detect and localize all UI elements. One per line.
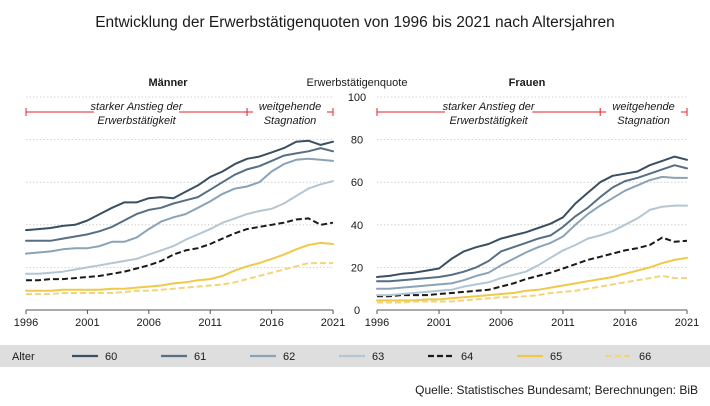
legend-label-61: 61 (194, 351, 206, 363)
panel-frauen: 1996 2001 2006 2011 2016 2021 starker Anstieg … (365, 96, 699, 329)
y-axis-label: Erwerbstätigenquote (307, 77, 408, 89)
phase-label-bg (94, 98, 180, 132)
x-tick-label: 2001 (75, 317, 99, 329)
source-note: Quelle: Statistisches Bundesamt; Berechn… (415, 383, 698, 397)
legend-label-60: 60 (105, 351, 117, 363)
y-axis-ticks: 0 20 40 60 80 100 (348, 92, 366, 317)
series-line-frauen-66 (377, 274, 687, 304)
x-tick-label: 2016 (259, 317, 283, 329)
x-tick-label: 2011 (551, 317, 575, 329)
series-line-maenner-60 (25, 139, 334, 232)
y-tick-label: 20 (351, 262, 363, 274)
x-tick-label: 1996 (365, 317, 389, 329)
series-line-frauen-63 (376, 204, 688, 297)
series-line-frauen-65 (376, 256, 688, 302)
series-line-maenner-64 (26, 217, 334, 282)
legend: 60 61 62 63 64 65 66 (72, 351, 651, 363)
x-tick-label: 2016 (613, 317, 637, 329)
phase1-label: starker Anstieg der (91, 101, 184, 113)
series-line-frauen-60 (376, 155, 688, 278)
series-line-maenner-62 (25, 157, 334, 255)
series-line-maenner-61 (25, 147, 334, 242)
y-tick-label: 100 (348, 92, 366, 104)
panel-maenner: 1996 2001 2006 2011 2016 2021 starker Anstieg … (14, 96, 345, 329)
y-tick-label: 60 (351, 177, 363, 189)
x-tick-label: 2001 (427, 317, 451, 329)
phase2-label: Stagnation (617, 115, 670, 127)
legend-title: Alter (12, 351, 35, 363)
x-tick-label: 2006 (489, 317, 513, 329)
series-line-maenner-63 (25, 180, 334, 275)
phase-label-bg (606, 98, 681, 132)
phase1-label: starker Anstieg der (443, 101, 536, 113)
y-tick-label: 40 (351, 220, 363, 232)
phase-label-bg (253, 98, 327, 132)
phase1-label: Erwerbstätigkeit (449, 115, 528, 127)
legend-label-65: 65 (550, 351, 562, 363)
x-tick-label: 2021 (675, 317, 699, 329)
y-tick-label: 0 (354, 305, 360, 317)
x-tick-label: 2006 (137, 317, 161, 329)
y-tick-label: 80 (351, 135, 363, 147)
series-line-maenner-66 (26, 262, 333, 295)
phase2-label: Stagnation (264, 115, 317, 127)
phase1-label: Erwerbstätigkeit (97, 115, 176, 127)
x-tick-label: 2011 (198, 317, 222, 329)
series-line-maenner-65 (25, 241, 334, 292)
x-tick-label: 2021 (321, 317, 345, 329)
phase-label-bg (445, 98, 533, 132)
legend-label-64: 64 (461, 351, 473, 363)
phase2-label: weitgehende (259, 101, 321, 113)
x-tick-label: 1996 (14, 317, 38, 329)
panel-title-frauen: Frauen (509, 77, 546, 89)
chart-title: Entwicklung der Erwerbstätigenquoten von… (95, 14, 615, 31)
series-line-frauen-61 (376, 164, 688, 283)
legend-label-63: 63 (372, 351, 384, 363)
panel-title-maenner: Männer (148, 77, 188, 89)
legend-label-66: 66 (639, 351, 651, 363)
legend-label-62: 62 (283, 351, 295, 363)
series-line-frauen-62 (376, 175, 688, 290)
series-line-frauen-64 (377, 236, 688, 298)
phase2-label: weitgehende (612, 101, 674, 113)
